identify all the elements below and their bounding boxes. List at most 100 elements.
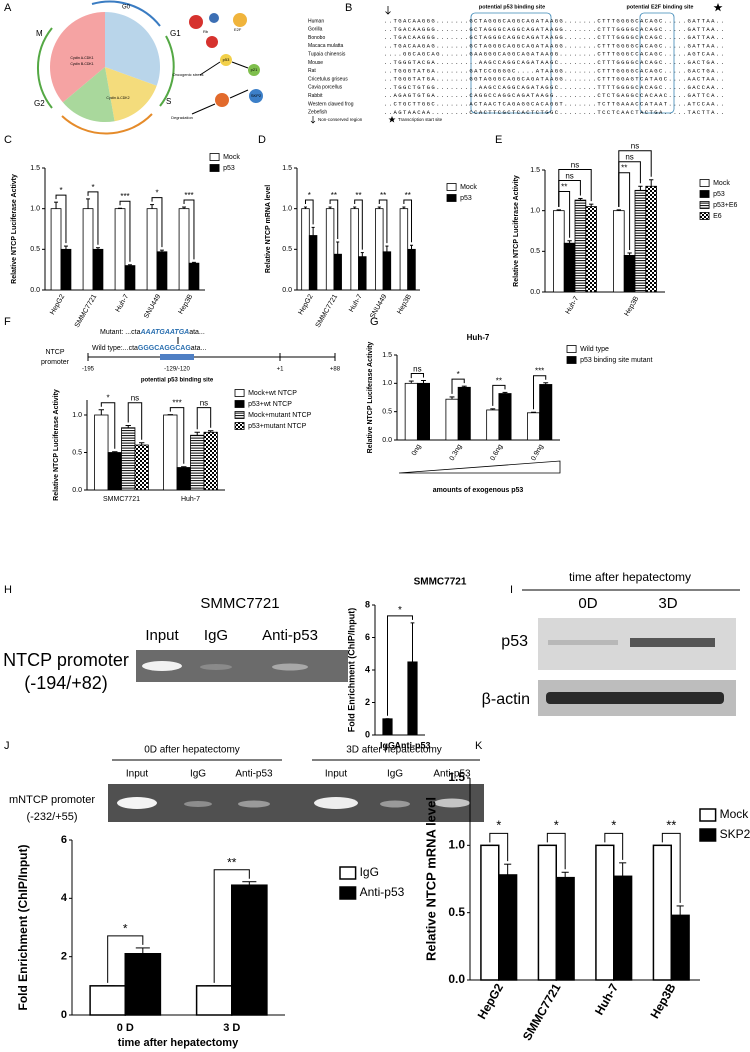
legend-swatch bbox=[209, 164, 220, 172]
legend-label: p53 binding site mutant bbox=[580, 357, 652, 364]
legend-label: E6 bbox=[713, 213, 722, 220]
bar bbox=[190, 434, 205, 491]
lane-label: 3D bbox=[658, 595, 677, 612]
blot-band bbox=[630, 638, 715, 647]
legend-star bbox=[388, 116, 396, 123]
species-label: Mouse bbox=[308, 60, 323, 66]
complex-label: Cyclin A-CDK2 bbox=[106, 96, 129, 100]
arrow-arc bbox=[37, 27, 53, 109]
significance-label: ns bbox=[565, 171, 573, 180]
protein-icon bbox=[209, 13, 219, 23]
bar bbox=[231, 884, 268, 1016]
y-tick-label: 4 bbox=[61, 892, 68, 904]
y-tick-label: 2 bbox=[365, 697, 370, 707]
legend-swatch bbox=[699, 212, 710, 220]
arrow-arc bbox=[91, 0, 161, 27]
y-axis-label: Relative NTCP Luciferase Activty bbox=[11, 174, 18, 284]
protein-icon bbox=[220, 54, 232, 66]
x-tick-label: SMMC7721 bbox=[74, 293, 99, 329]
significance-label: ns bbox=[625, 153, 633, 162]
species-label: Tupaia chinensis bbox=[308, 52, 346, 58]
s-sector bbox=[105, 67, 157, 122]
gel-band bbox=[272, 663, 308, 671]
legend-swatch bbox=[446, 194, 457, 202]
x-tick-label: Huh-7 bbox=[348, 293, 364, 313]
target-label: NTCP promoter bbox=[3, 650, 129, 670]
legend-label: p53 bbox=[460, 195, 472, 202]
bar bbox=[399, 208, 409, 291]
lane-label: Input bbox=[145, 627, 179, 644]
y-tick-label: 1.5 bbox=[30, 165, 40, 172]
bar bbox=[407, 248, 416, 291]
panel-label: A bbox=[4, 2, 12, 14]
legend-swatch bbox=[234, 411, 245, 419]
x-tick-label: 0.9ng bbox=[530, 443, 545, 462]
x-tick-label: Huh-7 bbox=[181, 496, 200, 503]
y-tick-label: 1.5 bbox=[448, 770, 465, 784]
legend-swatch bbox=[566, 345, 577, 353]
protein-icon bbox=[248, 64, 260, 76]
seq-part: GGGCAGGCAG bbox=[138, 345, 191, 352]
y-tick-label: 6 bbox=[365, 632, 370, 642]
y-tick-label: 0.5 bbox=[382, 409, 392, 416]
pathway-arrow bbox=[199, 61, 221, 76]
legend-swatch bbox=[699, 190, 710, 198]
significance-label: ns bbox=[200, 399, 208, 408]
significance-label: *** bbox=[120, 192, 129, 201]
bar bbox=[195, 985, 233, 1016]
y-tick-label: 0.0 bbox=[30, 287, 40, 294]
bar bbox=[416, 382, 431, 441]
bar bbox=[574, 199, 587, 293]
alignment-header: potential E2F binding site bbox=[627, 4, 694, 10]
lane-label: Input bbox=[126, 769, 148, 780]
significance-bracket bbox=[533, 375, 547, 410]
y-tick-label: 2 bbox=[61, 951, 67, 963]
group-label: 0D after hepatectomy bbox=[144, 745, 240, 756]
y-tick-label: 0.0 bbox=[282, 287, 292, 294]
significance-label: * bbox=[457, 370, 460, 379]
bar bbox=[480, 844, 500, 981]
bar bbox=[527, 412, 541, 441]
target-label: (-232/+55) bbox=[26, 811, 77, 823]
bar bbox=[203, 431, 218, 491]
significance-bracket bbox=[387, 615, 413, 716]
protein-icon bbox=[249, 89, 263, 103]
panel-label: F bbox=[4, 316, 11, 328]
y-tick-label: 1.5 bbox=[282, 165, 292, 172]
legend-swatch bbox=[566, 356, 577, 364]
significance-label: * bbox=[398, 605, 402, 616]
seq-part: Mutant: ...cta bbox=[100, 329, 141, 336]
dose-triangle bbox=[398, 460, 561, 474]
arrow-arc bbox=[61, 113, 153, 135]
bar bbox=[308, 235, 318, 291]
legend-label: SKP2 bbox=[720, 827, 750, 841]
bar bbox=[94, 414, 109, 491]
significance-label: * bbox=[91, 183, 94, 192]
x-tick-label: HepG2 bbox=[49, 293, 66, 316]
gel-band bbox=[314, 797, 358, 809]
legend-swatch bbox=[699, 828, 717, 842]
panel-label: I bbox=[510, 584, 513, 596]
legend-swatch bbox=[234, 400, 245, 408]
y-axis-label: Fold Enrichment (ChIP/Input) bbox=[16, 845, 30, 1011]
bar bbox=[60, 248, 72, 291]
sequence: ..CTGCTTGGC.......ACTAACTCAGAGGCACAGGT..… bbox=[384, 100, 724, 107]
significance-bracket bbox=[661, 832, 681, 903]
significance-label: ** bbox=[380, 191, 386, 200]
significance-label: *** bbox=[535, 367, 544, 376]
bar bbox=[50, 208, 62, 291]
legend-label: Mock+mutant NTCP bbox=[248, 412, 312, 419]
significance-label: ** bbox=[405, 191, 411, 200]
x-tick-label: HepG2 bbox=[297, 293, 314, 316]
y-tick-label: 1.0 bbox=[448, 838, 465, 852]
legend-swatch bbox=[339, 866, 357, 880]
significance-bracket bbox=[618, 150, 652, 207]
significance-label: ** bbox=[666, 818, 676, 833]
bar bbox=[670, 914, 690, 981]
chart-title: Huh-7 bbox=[467, 333, 490, 342]
bar bbox=[358, 256, 367, 291]
sequence: ..TGACAAGGG.......GCTAGGGCAGGCAGATAAGG..… bbox=[384, 26, 724, 33]
significance-bracket bbox=[546, 832, 566, 870]
bar bbox=[623, 254, 636, 293]
legend-label: IgG bbox=[360, 865, 379, 879]
